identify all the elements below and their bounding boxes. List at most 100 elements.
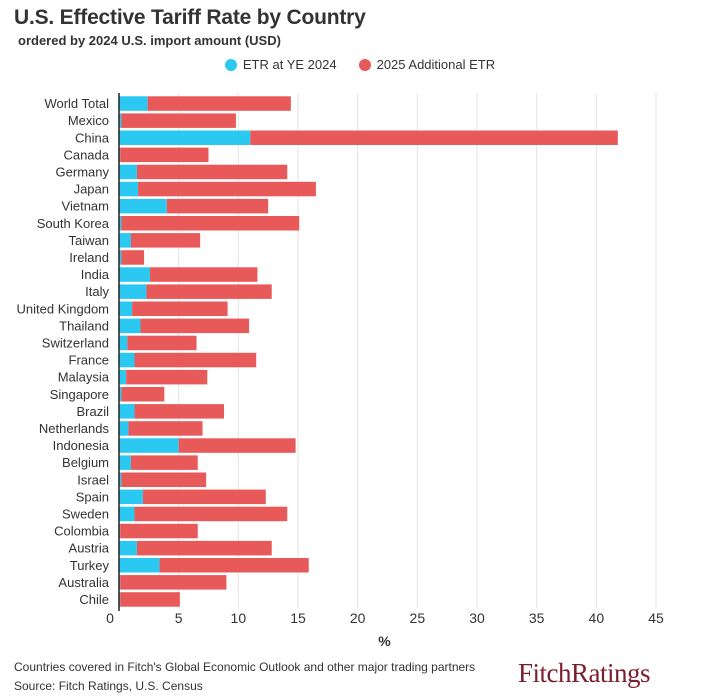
y-tick-label: Vietnam — [62, 199, 109, 214]
bar-etr-2024 — [119, 250, 122, 265]
bar-additional-2025 — [134, 352, 257, 368]
bar-additional-2025 — [121, 113, 236, 128]
legend-swatch-additional-2025 — [358, 58, 371, 71]
bar-etr-2024 — [119, 318, 141, 334]
bar-additional-2025 — [159, 558, 309, 573]
y-tick-label: Chile — [79, 592, 109, 607]
y-tick-label: Belgium — [62, 455, 109, 470]
y-tick-label: Malaysia — [58, 370, 110, 385]
y-tick-label: France — [69, 353, 109, 368]
bar-additional-2025 — [250, 130, 618, 145]
y-tick-label: World Total — [44, 96, 109, 111]
y-tick-label: Indonesia — [53, 438, 110, 453]
bar-additional-2025 — [136, 540, 272, 556]
bar-additional-2025 — [121, 250, 145, 265]
bar-etr-2024 — [119, 113, 122, 128]
bar-etr-2024 — [119, 198, 167, 214]
bar-additional-2025 — [138, 181, 316, 197]
bar-etr-2024 — [119, 335, 128, 351]
y-tick-label: Brazil — [76, 404, 109, 419]
y-tick-label: Israel — [77, 472, 109, 487]
x-tick-label: 30 — [469, 610, 485, 626]
y-tick-label: Germany — [56, 164, 110, 179]
y-tick-label: China — [75, 130, 110, 145]
bar-additional-2025 — [132, 301, 228, 316]
bar-additional-2025 — [121, 387, 165, 402]
bar-additional-2025 — [120, 592, 180, 607]
legend: ETR at YE 2024 2025 Additional ETR — [0, 57, 720, 72]
legend-label-additional-2025: 2025 Additional ETR — [376, 57, 496, 72]
bar-etr-2024 — [119, 216, 122, 231]
bar-additional-2025 — [134, 404, 225, 419]
bar-additional-2025 — [127, 335, 197, 351]
x-tick-label: 0 — [106, 610, 114, 626]
footnote: Countries covered in Fitch's Global Econ… — [14, 660, 476, 674]
bar-etr-2024 — [119, 558, 160, 573]
bar-additional-2025 — [126, 369, 208, 385]
x-tick-label: 15 — [290, 610, 306, 626]
x-tick-label: 10 — [231, 610, 247, 626]
bar-additional-2025 — [121, 472, 207, 487]
x-tick-label: 20 — [350, 610, 366, 626]
bar-etr-2024 — [119, 352, 135, 368]
y-tick-label: Switzerland — [42, 335, 109, 350]
y-tick-label: Colombia — [54, 524, 110, 539]
bar-etr-2024 — [119, 404, 135, 419]
y-tick-label: Singapore — [50, 387, 109, 402]
bar-etr-2024 — [119, 233, 131, 248]
bar-etr-2024 — [119, 438, 179, 453]
y-tick-label: Canada — [63, 147, 109, 162]
y-tick-label: Mexico — [68, 113, 109, 128]
source-note: Source: Fitch Ratings, U.S. Census — [14, 679, 203, 693]
bar-etr-2024 — [119, 267, 151, 282]
bar-additional-2025 — [130, 455, 198, 470]
chart-title: U.S. Effective Tariff Rate by Country — [14, 6, 366, 29]
bar-additional-2025 — [121, 216, 300, 231]
bar-etr-2024 — [119, 489, 143, 505]
bar-additional-2025 — [120, 523, 198, 539]
bar-etr-2024 — [119, 96, 148, 111]
y-tick-label: Australia — [58, 575, 109, 590]
y-tick-label: South Korea — [37, 216, 110, 231]
y-tick-label: Italy — [85, 284, 109, 299]
bar-additional-2025 — [140, 318, 250, 334]
y-tick-label: Japan — [74, 182, 109, 197]
chart-subtitle: ordered by 2024 U.S. import amount (USD) — [18, 33, 281, 48]
y-tick-label: Sweden — [62, 506, 109, 521]
bar-etr-2024 — [119, 284, 147, 299]
bar-etr-2024 — [119, 369, 127, 385]
x-tick-label: 5 — [175, 610, 183, 626]
bar-additional-2025 — [120, 147, 209, 163]
bar-etr-2024 — [119, 164, 137, 180]
y-tick-label: Netherlands — [39, 421, 110, 436]
y-tick-label: Austria — [69, 541, 110, 556]
y-tick-label: Spain — [76, 489, 109, 504]
x-axis-label: % — [378, 633, 391, 649]
x-tick-label: 40 — [589, 610, 605, 626]
bar-etr-2024 — [119, 455, 131, 470]
bar-additional-2025 — [130, 233, 201, 248]
bar-additional-2025 — [128, 421, 203, 436]
x-tick-label: 25 — [410, 610, 426, 626]
y-tick-label: Turkey — [70, 558, 110, 573]
y-tick-label: India — [81, 267, 110, 282]
bar-additional-2025 — [136, 164, 288, 180]
bar-additional-2025 — [120, 575, 227, 590]
bar-additional-2025 — [134, 506, 288, 522]
legend-swatch-etr-2024 — [224, 58, 237, 71]
y-tick-label: United Kingdom — [17, 301, 110, 316]
legend-item-etr-2024: ETR at YE 2024 — [224, 57, 337, 72]
x-tick-label: 35 — [529, 610, 545, 626]
y-tick-label: Thailand — [59, 318, 109, 333]
bar-additional-2025 — [150, 267, 258, 282]
bar-additional-2025 — [142, 489, 266, 505]
bar-additional-2025 — [166, 198, 269, 214]
legend-item-additional-2025: 2025 Additional ETR — [358, 57, 496, 72]
y-tick-label: Taiwan — [69, 233, 109, 248]
bar-etr-2024 — [119, 387, 122, 402]
legend-label-etr-2024: ETR at YE 2024 — [242, 57, 337, 72]
bar-etr-2024 — [119, 472, 122, 487]
bar-etr-2024 — [119, 181, 139, 197]
bar-additional-2025 — [147, 96, 291, 111]
